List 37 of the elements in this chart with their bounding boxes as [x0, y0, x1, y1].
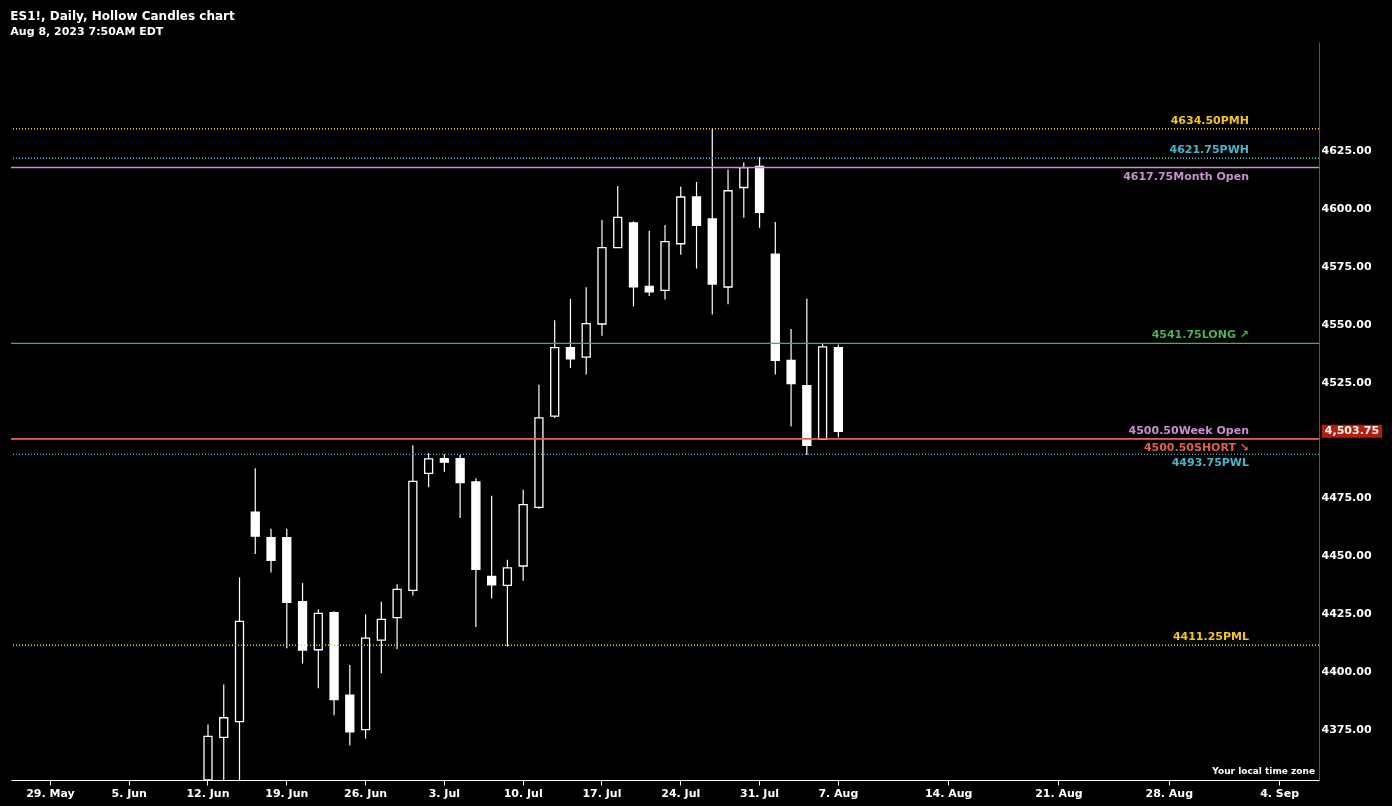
chart-title: ES1!, Daily, Hollow Candles chart [10, 9, 235, 23]
ref-line-label: 4500.50Week Open [1128, 423, 1249, 437]
text: 4,503.75 [1324, 424, 1380, 438]
y-tick-label: 4450.00 [1321, 549, 1372, 563]
ref-line-label: 4617.75Month Open [1123, 169, 1249, 183]
x-tick-label: 21. Aug [1035, 786, 1083, 800]
y-tick-label: 4400.00 [1321, 664, 1372, 678]
y-tick-label: 4575.00 [1321, 259, 1372, 273]
y-tick-label: 4600.00 [1321, 202, 1372, 216]
x-tick-label: 19. Jun [265, 786, 309, 800]
x-tick-label: 24. Jul [661, 786, 701, 800]
x-tick-label: 4. Sep [1260, 786, 1300, 800]
y-tick-label: 4425.00 [1321, 606, 1372, 620]
y-tick-label: 4375.00 [1321, 722, 1372, 736]
y-tick-label: 4550.00 [1321, 317, 1372, 331]
y-tick-label: 4475.00 [1321, 491, 1372, 505]
x-tick-label: 26. Jun [344, 786, 388, 800]
x-tick-label: 12. Jun [186, 786, 230, 800]
y-tick-label: 4525.00 [1321, 375, 1372, 389]
ref-line-label: 4493.75PWL [1171, 456, 1249, 470]
x-tick-label: 3. Jul [428, 786, 461, 800]
x-tick-label: 31. Jul [740, 786, 780, 800]
y-tick-label: 4625.00 [1321, 144, 1372, 158]
ref-line-label: 4411.25PML [1172, 630, 1249, 644]
x-tick-label: 10. Jul [503, 786, 543, 800]
ref-line-label: 4541.75LONG ↗ [1151, 328, 1249, 342]
x-tick-label: 14. Aug [924, 786, 973, 800]
ref-line-label: 4500.50SHORT ↘ [1143, 440, 1249, 454]
x-tick-label: 28. Aug [1145, 786, 1194, 800]
chart-subtitle: Aug 8, 2023 7:50AM EDT [10, 25, 164, 38]
annotation: Your local time zone [1211, 766, 1315, 776]
ref-line-label: 4621.75PWH [1169, 143, 1249, 157]
x-tick-label: 29. May [26, 786, 75, 800]
x-tick-label: 17. Jul [582, 786, 622, 800]
x-tick-label: 5. Jun [111, 786, 147, 800]
x-tick-label: 7. Aug [818, 786, 859, 800]
ref-line-label: 4634.50PMH [1170, 113, 1249, 127]
